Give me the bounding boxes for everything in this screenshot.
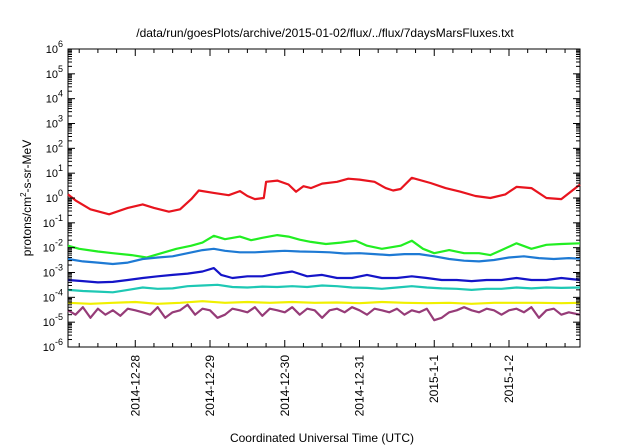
y-tick-label: 10-6 xyxy=(43,337,63,354)
series-line-0 xyxy=(67,176,581,216)
y-tick-label: 104 xyxy=(46,89,63,106)
x-tick-label: 2014-12-29 xyxy=(203,355,217,417)
series-line-5 xyxy=(67,300,581,305)
chart-title: /data/run/goesPlots/archive/2015-01-02/f… xyxy=(136,26,514,40)
series-line-6 xyxy=(67,303,581,322)
y-axis-label-rest: -s-sr-MeV xyxy=(20,140,34,193)
x-tick-label: 2015-1-1 xyxy=(427,355,441,403)
y-axis-label-sup: 2 xyxy=(19,192,28,197)
y-tick-label: 100 xyxy=(46,188,63,205)
y-tick-label: 106 xyxy=(46,39,63,56)
series-layer xyxy=(67,176,581,322)
y-tick-label: 10-1 xyxy=(43,213,63,230)
y-axis-ticks: 10-6 10-5 10-4 10-3 10-2 10-1 100 101 102 103 104 1… xyxy=(43,39,580,354)
series-line-4 xyxy=(67,283,581,294)
y-tick-label: 10-5 xyxy=(43,312,63,329)
y-tick-label: 10-3 xyxy=(43,263,63,280)
y-tick-label: 102 xyxy=(46,138,63,155)
y-axis-label-base: protons/cm xyxy=(20,197,34,256)
x-tick-label: 2014-12-28 xyxy=(128,355,142,417)
y-tick-label: 10-2 xyxy=(43,238,63,255)
y-tick-label: 103 xyxy=(46,114,63,131)
x-tick-label: 2015-1-2 xyxy=(502,355,516,403)
y-tick-label: 105 xyxy=(46,64,63,81)
y-tick-label: 101 xyxy=(46,163,63,180)
series-line-2 xyxy=(67,247,581,266)
series-line-3 xyxy=(67,267,581,284)
series-line-1 xyxy=(67,234,581,259)
x-tick-label: 2014-12-30 xyxy=(278,355,292,417)
x-tick-label: 2014-12-31 xyxy=(353,355,367,417)
x-axis-label: Coordinated Universal Time (UTC) xyxy=(230,431,414,445)
x-axis-ticks: 2014-12-28 2014-12-29 2014-12-30 2014-12-31… xyxy=(78,49,566,417)
y-tick-label: 10-4 xyxy=(43,287,63,304)
y-axis-label: protons/cm2-s-sr-MeV xyxy=(19,140,34,256)
